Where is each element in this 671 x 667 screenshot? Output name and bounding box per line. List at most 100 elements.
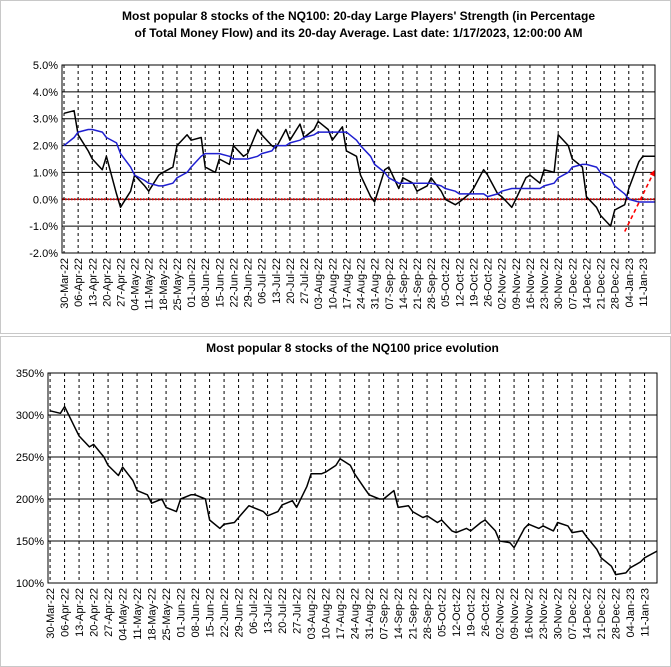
x-tick-label: 27-Jul-22 — [292, 588, 304, 634]
x-tick-label: 20-Jul-22 — [285, 258, 297, 304]
x-tick-label: 27-Apr-22 — [103, 588, 115, 637]
x-tick-label: 04-Jan-23 — [625, 588, 637, 638]
x-tick-label: 07-Sep-22 — [379, 588, 391, 639]
x-tick-label: 15-Jun-22 — [205, 588, 217, 638]
x-tick-label: 09-Nov-22 — [509, 588, 521, 639]
arrow-head — [649, 169, 655, 177]
x-tick-label: 25-May-22 — [172, 258, 184, 311]
y-tick-label: -2.0% — [29, 248, 58, 260]
x-tick-label: 30-Mar-22 — [59, 258, 71, 309]
x-tick-label: 04-May-22 — [118, 588, 130, 641]
x-tick-label: 13-Jul-22 — [263, 588, 275, 634]
x-tick-label: 28-Dec-22 — [611, 588, 623, 639]
x-tick-label: 21-Sep-22 — [412, 258, 424, 309]
y-tick-label: 5.0% — [33, 60, 58, 72]
plot-border — [61, 64, 656, 254]
trend-arrow — [624, 169, 656, 232]
x-tick-label: 04-May-22 — [130, 258, 142, 311]
x-tick-label: 06-Jul-22 — [257, 258, 269, 304]
x-tick-label: 25-May-22 — [161, 588, 173, 641]
x-tick-label: 15-Jun-22 — [214, 258, 226, 308]
x-tick-label: 20-Apr-22 — [89, 588, 101, 637]
x-tick-label: 02-Nov-22 — [495, 588, 507, 639]
x-tick-label: 07-Sep-22 — [384, 258, 396, 309]
x-tick-label: 21-Sep-22 — [408, 588, 420, 639]
y-tick-label: 200% — [16, 494, 44, 506]
x-tick-label: 28-Sep-22 — [426, 258, 438, 309]
data-line — [63, 109, 655, 227]
y-tick-label: 3.0% — [33, 114, 58, 126]
x-tick-label: 05-Oct-22 — [440, 258, 452, 307]
y-tick-label: 4.0% — [33, 87, 58, 99]
x-tick-label: 26-Oct-22 — [483, 258, 495, 307]
x-tick-label: 13-Apr-22 — [87, 258, 99, 307]
plot-area — [48, 373, 657, 583]
x-tick-label: 17-Aug-22 — [341, 258, 353, 309]
x-tick-label: 19-Oct-22 — [466, 588, 478, 637]
x-tick-label: 24-Aug-22 — [356, 258, 368, 309]
x-tick-label: 14-Sep-22 — [398, 258, 410, 309]
x-tick-label: 30-Mar-22 — [45, 588, 57, 639]
x-tick-label: 14-Sep-22 — [393, 588, 405, 639]
data-line — [49, 405, 658, 576]
x-tick-label: 27-Apr-22 — [115, 258, 127, 307]
x-tick-label: 29-Jun-22 — [234, 588, 246, 638]
y-tick-label: 250% — [16, 452, 44, 464]
x-tick-label: 23-Nov-22 — [538, 588, 550, 639]
x-tick-label: 16-Nov-22 — [524, 588, 536, 639]
x-tick-label: 27-Jul-22 — [299, 258, 311, 304]
data-line — [63, 128, 655, 203]
x-tick-label: 13-Jul-22 — [271, 258, 283, 304]
x-tick-label: 31-Aug-22 — [364, 588, 376, 639]
x-tick-label: 06-Apr-22 — [73, 258, 85, 307]
y-tick-label: 2.0% — [33, 141, 58, 153]
x-tick-label: 21-Dec-22 — [596, 258, 608, 309]
chart-title: of Total Money Flow) and its 20-day Aver… — [135, 26, 583, 40]
x-tick-label: 11-May-22 — [132, 588, 144, 640]
x-tick-label: 01-Jun-22 — [176, 588, 188, 638]
plot-border — [47, 372, 658, 584]
x-tick-label: 11-Jan-23 — [638, 258, 650, 307]
x-tick-label: 26-Oct-22 — [480, 588, 492, 637]
x-tick-label: 09-Nov-22 — [511, 258, 523, 309]
x-tick-label: 03-Aug-22 — [313, 258, 325, 309]
x-tick-label: 07-Dec-22 — [567, 258, 579, 309]
x-tick-label: 10-Aug-22 — [327, 258, 339, 309]
y-tick-label: 150% — [16, 536, 44, 548]
y-tick-label: 0.0% — [33, 194, 58, 206]
x-tick-label: 07-Dec-22 — [567, 588, 579, 639]
x-tick-label: 17-Aug-22 — [335, 588, 347, 639]
x-tick-label: 28-Dec-22 — [610, 258, 622, 309]
x-tick-label: 21-Dec-22 — [596, 588, 608, 639]
x-tick-label: 30-Nov-22 — [553, 588, 565, 639]
x-tick-label: 08-Jun-22 — [200, 258, 212, 308]
x-tick-label: 05-Oct-22 — [437, 588, 449, 637]
x-tick-label: 14-Dec-22 — [581, 258, 593, 309]
y-tick-label: -1.0% — [29, 221, 58, 233]
y-tick-label: 1.0% — [33, 167, 58, 179]
y-tick-label: 350% — [16, 368, 44, 380]
x-tick-label: 10-Aug-22 — [321, 588, 333, 639]
x-tick-label: 24-Aug-22 — [350, 588, 362, 639]
x-tick-label: 03-Aug-22 — [306, 588, 318, 639]
y-tick-label: 100% — [16, 578, 44, 590]
x-tick-label: 22-Jun-22 — [228, 258, 240, 308]
x-tick-label: 31-Aug-22 — [370, 258, 382, 309]
x-tick-label: 18-May-22 — [147, 588, 159, 641]
x-tick-label: 04-Jan-23 — [624, 258, 636, 308]
x-tick-label: 30-Nov-22 — [553, 258, 565, 309]
x-tick-label: 20-Jul-22 — [277, 588, 289, 634]
x-tick-label: 19-Oct-22 — [468, 258, 480, 307]
chart-title: Most popular 8 stocks of the NQ100: 20-d… — [122, 9, 595, 23]
x-tick-label: 08-Jun-22 — [190, 588, 202, 638]
x-tick-label: 11-May-22 — [144, 258, 156, 310]
x-tick-label: 22-Jun-22 — [219, 588, 231, 638]
x-tick-label: 06-Apr-22 — [60, 588, 72, 637]
x-tick-label: 23-Nov-22 — [539, 258, 551, 309]
x-tick-label: 16-Nov-22 — [525, 258, 537, 309]
x-tick-label: 18-May-22 — [158, 258, 170, 311]
x-tick-label: 11-Jan-23 — [640, 588, 652, 637]
x-tick-label: 12-Oct-22 — [451, 588, 463, 637]
x-tick-label: 29-Jun-22 — [243, 258, 255, 308]
